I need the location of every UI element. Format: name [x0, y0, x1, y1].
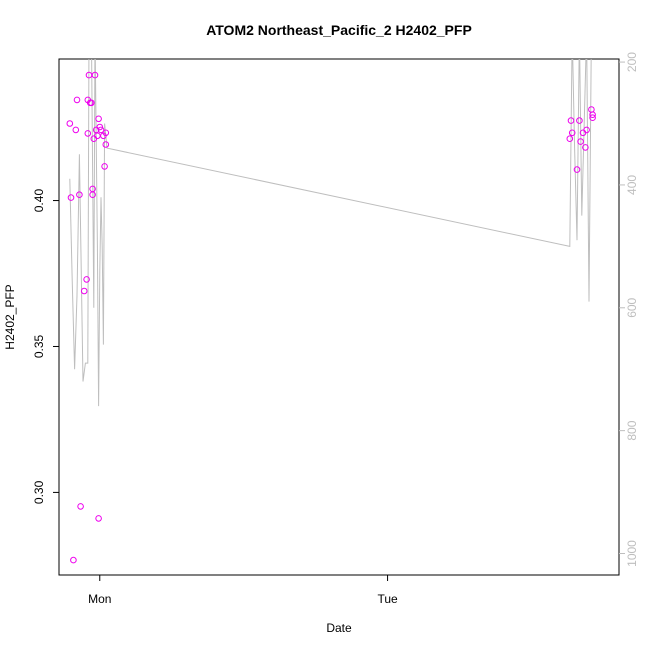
data-point [102, 141, 110, 148]
line-series [69, 59, 592, 407]
data-point [582, 144, 589, 151]
data-point [83, 276, 90, 283]
data-point [95, 515, 102, 522]
data-point [573, 166, 581, 173]
data-point [94, 132, 101, 140]
y-axis: 0.30 0.35 0.40 [32, 189, 59, 504]
data-point [568, 129, 576, 137]
data-point [102, 129, 110, 137]
data-point [91, 71, 99, 79]
data-point [66, 120, 74, 127]
y-axis-label: H2402_PFP [3, 284, 17, 349]
data-point [589, 114, 596, 121]
data-point [80, 287, 88, 295]
data-point [72, 126, 80, 134]
data-point [89, 191, 96, 198]
data-point [588, 106, 595, 113]
data-point [589, 111, 596, 118]
x-axis: Mon Tue [88, 574, 398, 606]
data-point [76, 191, 83, 198]
data-point [95, 115, 102, 123]
data-point [77, 503, 84, 510]
point-series-layer [66, 71, 596, 564]
data-point [84, 130, 92, 137]
data-point [67, 194, 75, 201]
data-point [101, 163, 108, 170]
y-tick-label: 0.35 [32, 334, 46, 358]
data-point [576, 117, 583, 124]
plot-frame [58, 58, 620, 576]
x-tick-label: Tue [377, 592, 398, 606]
chart-title: ATOM2 Northeast_Pacific_2 H2402_PFP [206, 22, 472, 38]
x-tick-label: Mon [88, 592, 111, 606]
data-point [577, 138, 584, 145]
x-axis-label: Date [326, 621, 352, 635]
y2-tick-label: 600 [625, 297, 639, 317]
data-point [70, 556, 77, 564]
y2-tick-label: 1000 [625, 540, 639, 567]
y-tick-label: 0.40 [32, 189, 46, 213]
data-point [583, 126, 590, 134]
data-point [73, 96, 81, 104]
y2-tick-label: 800 [625, 420, 639, 440]
y2-tick-label: 400 [625, 175, 639, 195]
data-point [97, 126, 105, 134]
data-point [567, 117, 575, 124]
y-tick-label: 0.30 [32, 480, 46, 504]
data-point [88, 99, 95, 107]
line-series-layer [69, 59, 592, 407]
y2-tick-label: 200 [625, 52, 639, 72]
data-point [96, 123, 104, 131]
y2-axis: 200 400 600 800 1000 [619, 52, 639, 567]
data-point [566, 135, 574, 142]
